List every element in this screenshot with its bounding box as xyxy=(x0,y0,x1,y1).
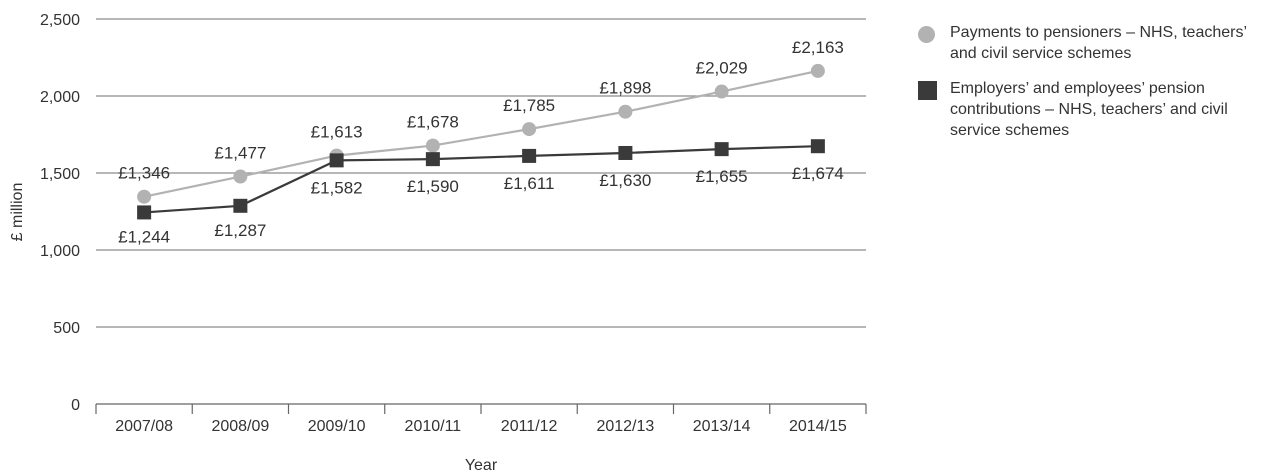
contributions-data-label: £1,630 xyxy=(599,171,651,190)
contributions-point xyxy=(618,145,633,160)
payments-data-label: £1,785 xyxy=(503,96,555,115)
payments-point xyxy=(137,189,152,204)
y-tick-label: 1,000 xyxy=(40,243,80,260)
x-tick-label: 2012/13 xyxy=(596,418,654,435)
x-tick-label: 2013/14 xyxy=(693,418,751,435)
payments-point xyxy=(425,138,440,153)
payments-point xyxy=(522,122,537,137)
contributions-data-label: £1,590 xyxy=(407,177,459,196)
y-axis-ticks: 0 500 1,000 1,500 2,000 2,500 xyxy=(40,12,80,414)
data-labels: £1,346 £1,477 £1,613 £1,678 £1,785 £1,898 £2,0… xyxy=(118,38,844,247)
legend-label-payments: Payments to pensioners – NHS, teachers’ … xyxy=(950,24,1247,62)
legend-item-payments: Payments to pensioners – NHS, teachers’ … xyxy=(914,22,1274,64)
square-marker-icon xyxy=(918,81,937,100)
payments-data-label: £2,163 xyxy=(792,38,844,57)
contributions-point xyxy=(810,139,825,154)
legend-label-contributions: Employers’ and employees’ pension contri… xyxy=(950,80,1228,139)
contributions-line xyxy=(144,145,818,214)
payments-point xyxy=(714,84,729,99)
payments-data-label: £1,678 xyxy=(407,113,459,132)
circle-marker-icon xyxy=(918,26,935,43)
contributions-data-label: £1,287 xyxy=(214,221,266,240)
legend-item-contributions: Employers’ and employees’ pension contri… xyxy=(914,78,1274,141)
payments-data-label: £1,613 xyxy=(311,123,363,142)
x-tick-label: 2008/09 xyxy=(211,418,269,435)
payments-point xyxy=(810,63,825,78)
payments-data-label: £1,898 xyxy=(599,79,651,98)
y-tick-label: 0 xyxy=(71,397,80,414)
contributions-point xyxy=(522,148,537,163)
x-tick-label: 2007/08 xyxy=(115,418,173,435)
payments-data-label: £2,029 xyxy=(696,59,748,78)
contributions-data-label: £1,674 xyxy=(792,164,844,183)
x-axis: 2007/08 2008/09 2009/10 2010/11 2011/12 2012/… xyxy=(95,403,867,435)
contributions-point xyxy=(714,142,729,157)
y-tick-label: 2,500 xyxy=(40,12,80,29)
x-tick-label: 2010/11 xyxy=(405,418,462,435)
y-tick-label: 1,500 xyxy=(40,166,80,183)
x-axis-title: Year xyxy=(465,457,498,474)
legend: Payments to pensioners – NHS, teachers’ … xyxy=(914,22,1274,155)
contributions-point xyxy=(233,198,248,213)
contributions-data-label: £1,244 xyxy=(118,227,170,246)
contributions-data-label: £1,655 xyxy=(696,167,748,186)
payments-point xyxy=(233,169,248,184)
payments-data-label: £1,477 xyxy=(214,144,266,163)
x-tick-label: 2014/15 xyxy=(789,418,847,435)
contributions-point xyxy=(425,152,440,167)
payments-point xyxy=(618,104,633,119)
y-tick-label: 2,000 xyxy=(40,89,80,106)
payments-line xyxy=(143,69,819,198)
x-tick-label: 2011/12 xyxy=(501,418,558,435)
series-lines xyxy=(137,63,825,220)
contributions-data-label: £1,611 xyxy=(504,174,555,193)
y-axis-title: £ million xyxy=(9,183,26,242)
x-tick-label: 2009/10 xyxy=(308,418,366,435)
payments-data-label: £1,346 xyxy=(118,164,170,183)
contributions-point xyxy=(329,153,344,168)
contributions-point xyxy=(137,205,152,220)
contributions-data-label: £1,582 xyxy=(311,178,363,197)
gridlines xyxy=(96,18,866,328)
y-tick-label: 500 xyxy=(53,320,80,337)
